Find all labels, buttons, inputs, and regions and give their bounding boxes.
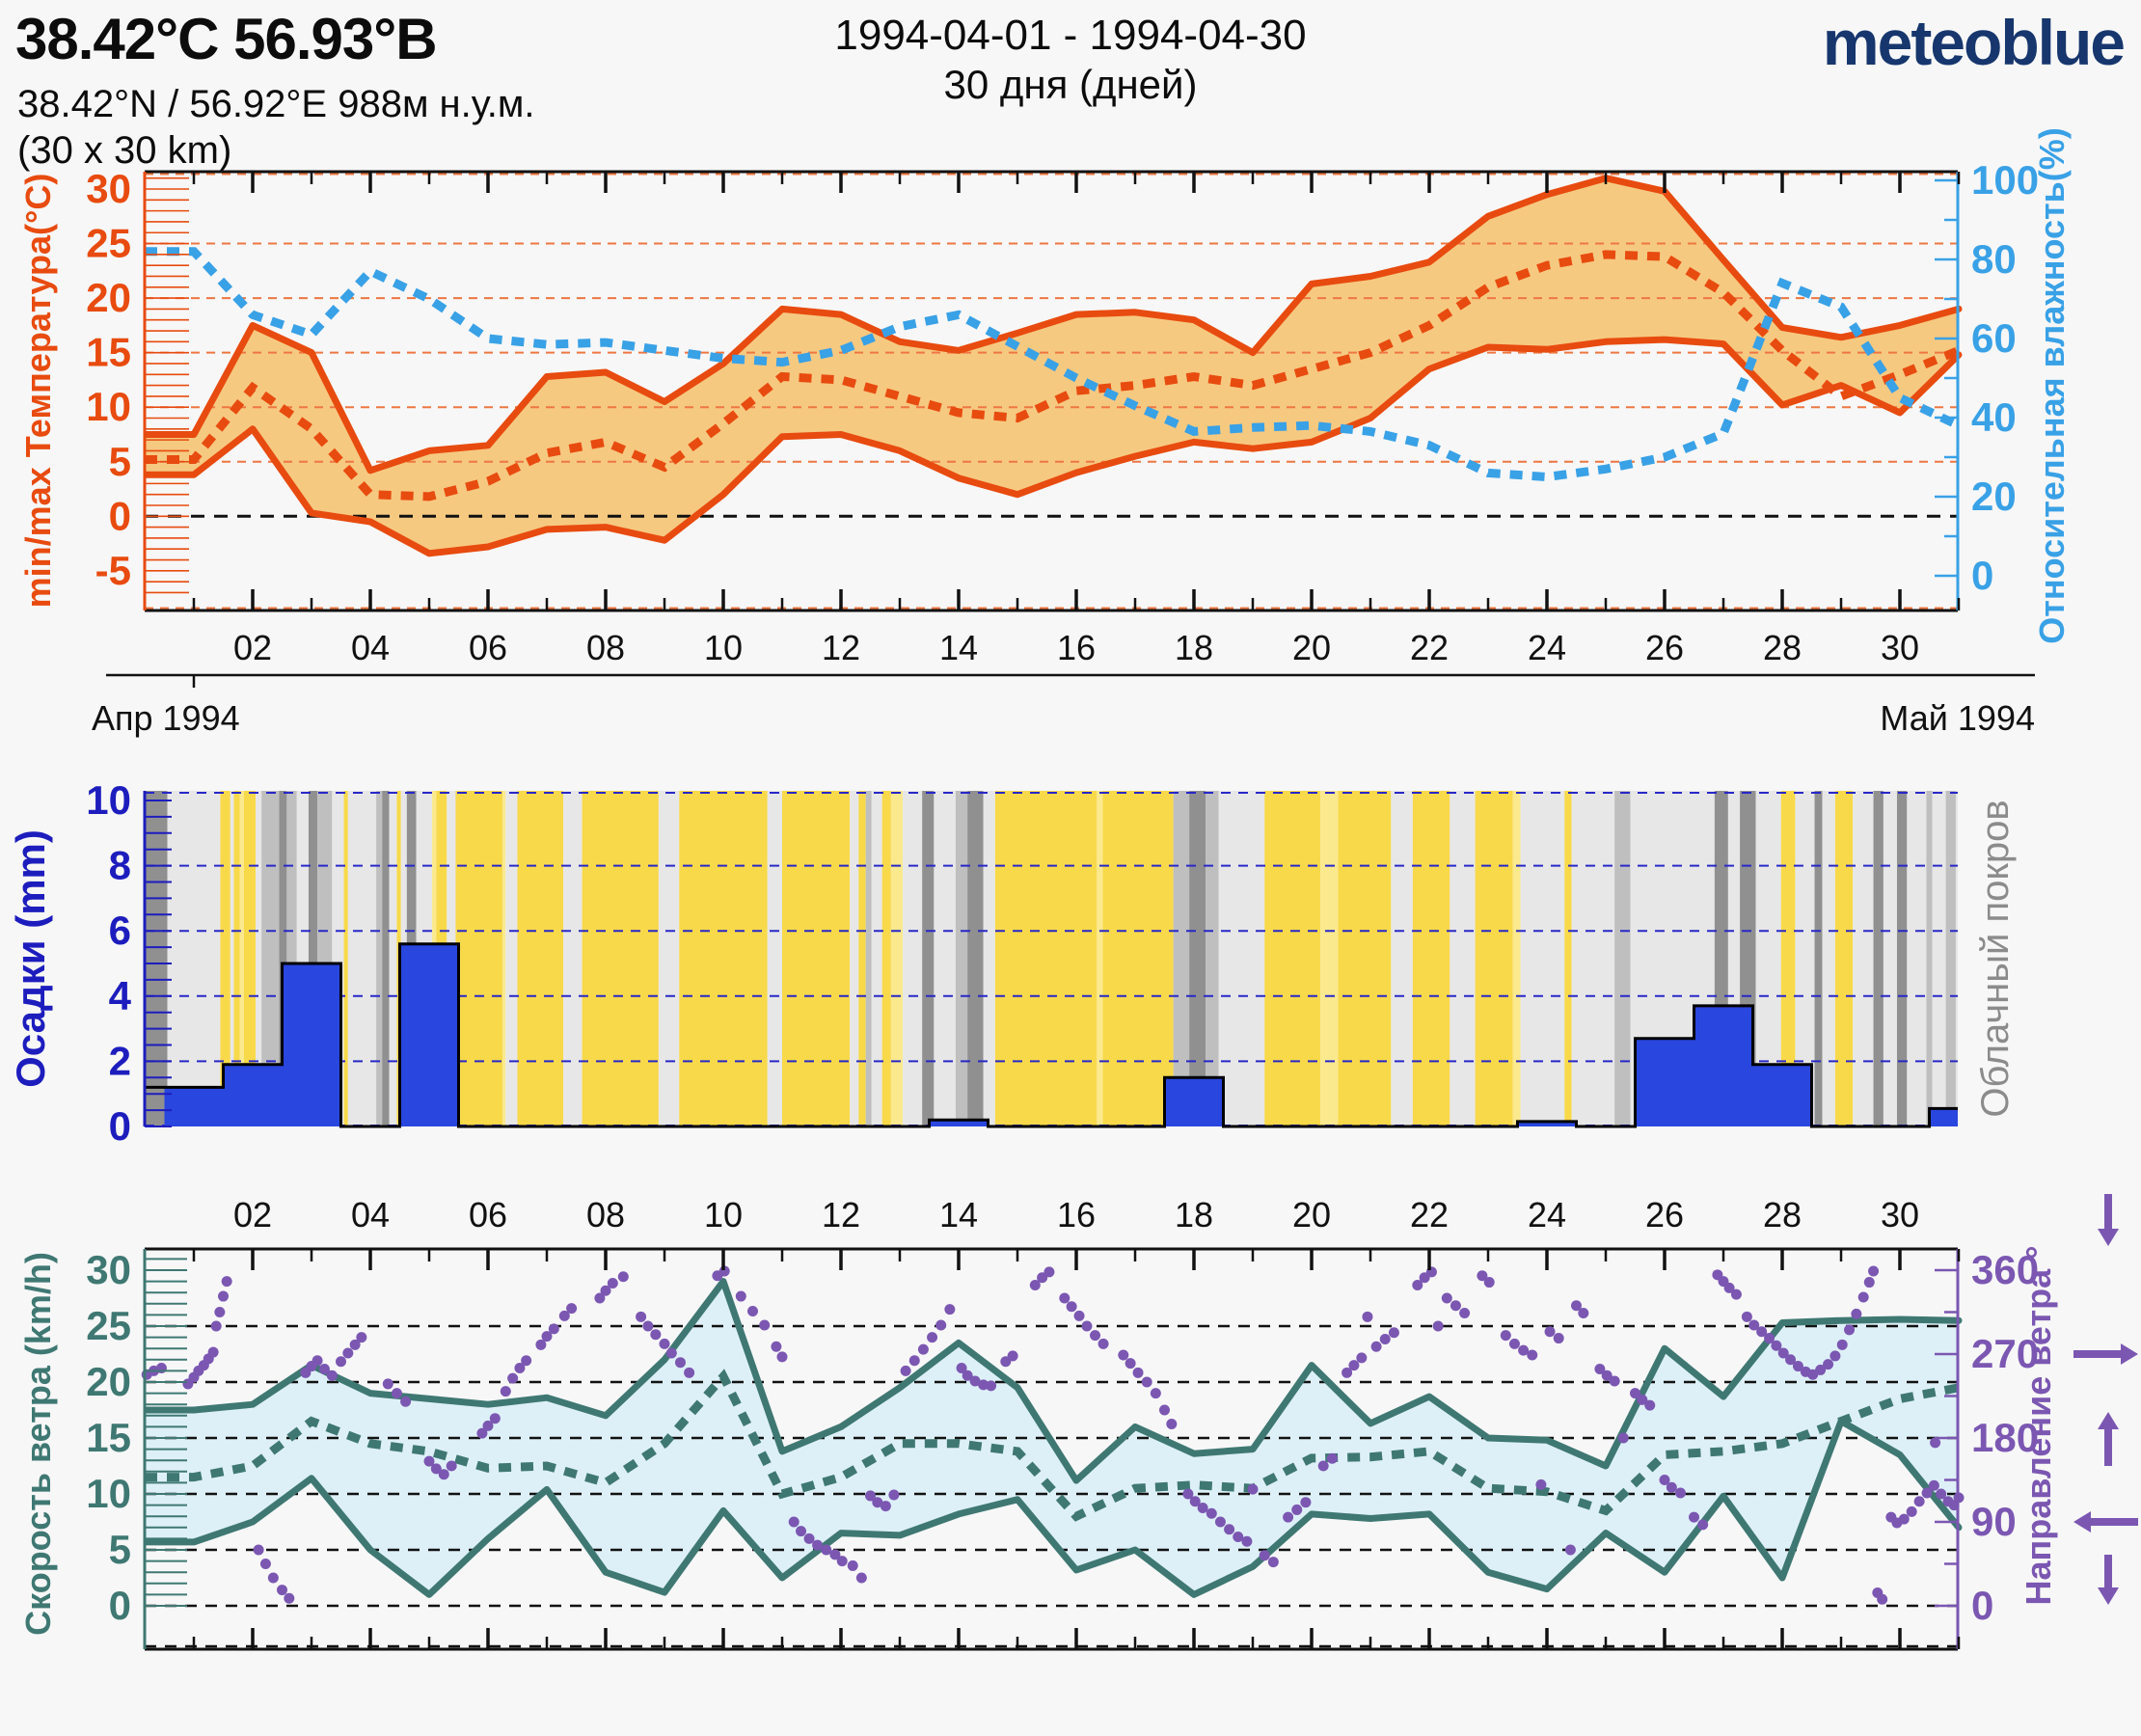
date-range: 1994-04-01 - 1994-04-30 <box>834 12 1307 59</box>
svg-text:04: 04 <box>351 628 390 667</box>
arrow-left-icon <box>2073 1511 2138 1533</box>
temperature-humidity-chart: 30 25 20 15 10 5 0 -5 100 80 60 40 20 0 02 04 06 08 10 12 14… <box>18 127 2072 738</box>
svg-text:20: 20 <box>1292 628 1331 667</box>
svg-text:28: 28 <box>1763 628 1802 667</box>
svg-text:60: 60 <box>1971 315 2017 361</box>
svg-text:06: 06 <box>469 628 507 667</box>
svg-text:min/max Температура(°C): min/max Температура(°C) <box>18 174 58 609</box>
svg-text:Апр 1994: Апр 1994 <box>92 698 240 738</box>
svg-text:40: 40 <box>1971 394 2017 440</box>
svg-text:16: 16 <box>1057 1195 1096 1234</box>
meteoblue-logo: meteoblue <box>1822 7 2126 78</box>
svg-text:0: 0 <box>109 1583 131 1628</box>
svg-text:25: 25 <box>86 1303 131 1348</box>
svg-text:360: 360 <box>1971 1247 2039 1292</box>
svg-text:02: 02 <box>233 628 272 667</box>
svg-text:22: 22 <box>1410 628 1449 667</box>
svg-text:26: 26 <box>1645 1195 1684 1234</box>
svg-text:18: 18 <box>1175 1195 1213 1234</box>
svg-text:20: 20 <box>1292 1195 1331 1234</box>
svg-text:Осадки (mm): Осадки (mm) <box>8 829 53 1088</box>
svg-text:0: 0 <box>109 1103 131 1149</box>
svg-text:16: 16 <box>1057 628 1096 667</box>
svg-text:26: 26 <box>1645 628 1684 667</box>
wind-speed-direction-chart: 30 25 20 15 10 5 0 360 270 180 90 0 02 04 06 08 10 12 14 16… <box>18 1194 2138 1651</box>
svg-text:5: 5 <box>109 439 131 484</box>
svg-text:Скорость ветра (km/h): Скорость ветра (km/h) <box>18 1252 58 1636</box>
svg-text:12: 12 <box>822 628 860 667</box>
svg-text:80: 80 <box>1971 236 2017 282</box>
svg-text:5: 5 <box>109 1527 131 1572</box>
svg-text:10: 10 <box>86 1471 131 1516</box>
svg-text:06: 06 <box>469 1195 507 1234</box>
duration-label: 30 дня (дней) <box>943 62 1198 107</box>
svg-text:24: 24 <box>1528 628 1566 667</box>
svg-text:20: 20 <box>86 1359 131 1404</box>
svg-text:10: 10 <box>86 777 131 823</box>
svg-text:90: 90 <box>1971 1499 2017 1544</box>
svg-text:14: 14 <box>939 1195 978 1234</box>
svg-text:30: 30 <box>86 1247 131 1292</box>
svg-text:10: 10 <box>704 1195 743 1234</box>
svg-text:8: 8 <box>109 843 131 888</box>
arrow-right-icon <box>2073 1343 2138 1365</box>
svg-text:04: 04 <box>351 1195 390 1234</box>
svg-text:0: 0 <box>1971 553 1993 598</box>
svg-text:14: 14 <box>939 628 978 667</box>
svg-text:0: 0 <box>109 493 131 538</box>
svg-text:08: 08 <box>586 1195 625 1234</box>
location-coordinates: 38.42°N / 56.92°E 988м н.у.м. <box>17 83 535 125</box>
svg-text:25: 25 <box>86 221 131 266</box>
svg-text:08: 08 <box>586 628 625 667</box>
svg-text:12: 12 <box>822 1195 860 1234</box>
svg-text:100: 100 <box>1971 157 2039 203</box>
precipitation-cloud-chart: 10 8 6 4 2 0 Осадки (mm) Облачный покров <box>8 777 2017 1149</box>
arrow-down-icon <box>2098 1194 2119 1246</box>
svg-text:30: 30 <box>86 166 131 211</box>
svg-text:28: 28 <box>1763 1195 1802 1234</box>
svg-text:Относительная влажность(%): Относительная влажность(%) <box>2032 127 2072 644</box>
svg-text:4: 4 <box>109 973 132 1018</box>
svg-text:6: 6 <box>109 908 131 953</box>
svg-text:20: 20 <box>1971 474 2017 519</box>
svg-text:30: 30 <box>1881 1195 1919 1234</box>
svg-text:Май 1994: Май 1994 <box>1880 698 2035 738</box>
svg-text:270: 270 <box>1971 1331 2039 1376</box>
arrow-down-icon <box>2098 1555 2119 1605</box>
arrow-up-icon <box>2098 1412 2119 1466</box>
svg-text:2: 2 <box>109 1038 131 1083</box>
svg-text:180: 180 <box>1971 1415 2039 1460</box>
svg-text:18: 18 <box>1175 628 1213 667</box>
svg-text:10: 10 <box>704 628 743 667</box>
svg-text:-5: -5 <box>95 548 131 593</box>
svg-text:02: 02 <box>233 1195 272 1234</box>
svg-text:10: 10 <box>86 384 131 429</box>
svg-text:Направление ветра °: Направление ветра ° <box>2019 1246 2058 1606</box>
svg-text:30: 30 <box>1881 628 1919 667</box>
svg-text:Облачный покров: Облачный покров <box>1974 800 2017 1117</box>
svg-text:20: 20 <box>86 275 131 320</box>
svg-text:24: 24 <box>1528 1195 1566 1234</box>
svg-text:15: 15 <box>86 330 131 375</box>
location-title: 38.42°C 56.93°B <box>15 7 438 71</box>
svg-text:15: 15 <box>86 1415 131 1460</box>
location-grid-size: (30 x 30 km) <box>17 129 232 172</box>
svg-text:22: 22 <box>1410 1195 1449 1234</box>
svg-text:0: 0 <box>1971 1583 1993 1628</box>
